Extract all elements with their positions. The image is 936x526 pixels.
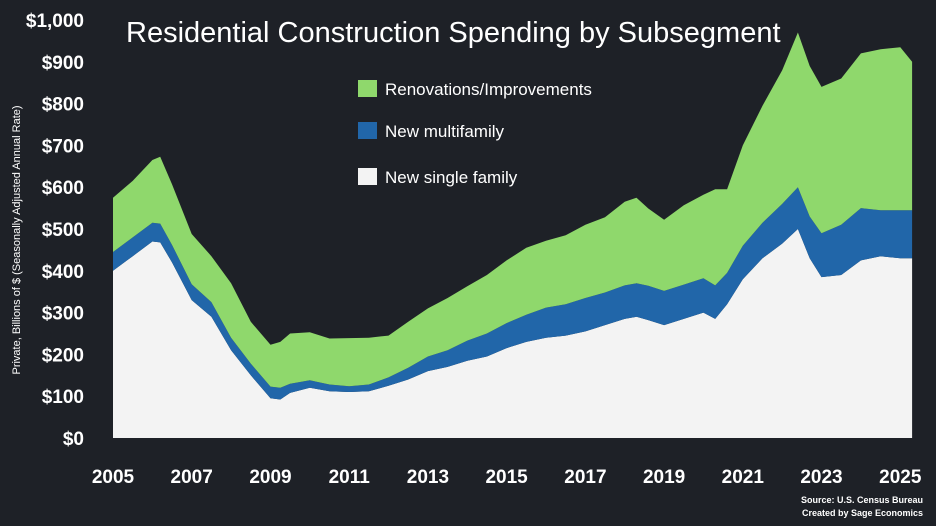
x-tick-label: 2009 — [249, 467, 291, 488]
chart-title: Residential Construction Spending by Sub… — [126, 17, 781, 49]
legend: Renovations/Improvements New multifamily N… — [358, 80, 592, 187]
x-tick-label: 2007 — [171, 467, 213, 488]
y-tick-label: $600 — [42, 178, 84, 199]
legend-swatch-new-single-family — [358, 168, 377, 185]
x-tick-label: 2019 — [643, 467, 685, 488]
y-tick-label: $800 — [42, 95, 84, 116]
x-tick-label: 2011 — [329, 467, 371, 488]
area-renovations-improvements — [113, 32, 913, 388]
x-tick-label: 2017 — [564, 467, 606, 488]
y-tick-label: $100 — [42, 387, 84, 408]
x-tick-label: 2025 — [879, 467, 922, 488]
credit-text: Created by Sage Economics — [802, 508, 923, 518]
y-tick-label: $500 — [42, 220, 84, 241]
legend-label-renovations-improvements: Renovations/Improvements — [385, 80, 592, 99]
x-tick-label: 2015 — [485, 467, 528, 488]
y-tick-label: $200 — [42, 345, 84, 366]
y-tick-label: $400 — [42, 262, 84, 283]
axis-layer: $0 $100 $200 $300 $400 $500 $600 $700 $800 $900 $1… — [26, 11, 922, 488]
legend-label-new-single-family: New single family — [385, 168, 518, 187]
y-axis-label: Private, Billions of $ (Seasonally Adjus… — [11, 105, 23, 374]
x-tick-label: 2013 — [407, 467, 449, 488]
y-tick-label: $0 — [63, 429, 84, 450]
area-new-single-family — [113, 229, 913, 438]
area-layer — [113, 32, 913, 438]
y-tick-label: $700 — [42, 136, 84, 157]
legend-swatch-new-multifamily — [358, 122, 377, 139]
x-tick-label: 2021 — [722, 467, 765, 488]
x-tick-label: 2005 — [92, 467, 135, 488]
legend-swatch-renovations-improvements — [358, 80, 377, 97]
y-tick-label: $900 — [42, 53, 84, 74]
source-text: Source: U.S. Census Bureau — [801, 495, 923, 505]
y-tick-label: $1,000 — [26, 11, 84, 32]
y-tick-label: $300 — [42, 304, 84, 325]
legend-label-new-multifamily: New multifamily — [385, 122, 505, 141]
x-tick-label: 2023 — [800, 467, 842, 488]
